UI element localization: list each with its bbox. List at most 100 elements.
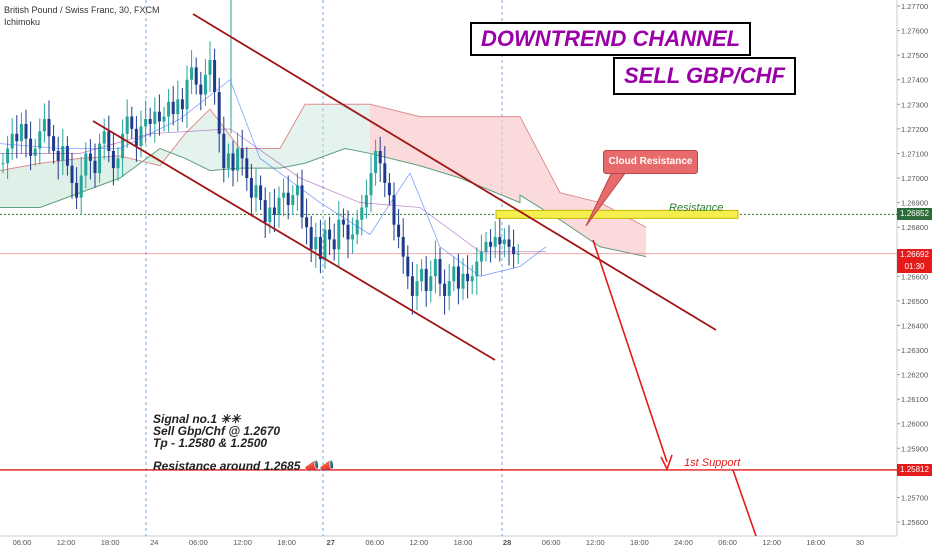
candle-body [300,185,304,218]
candle-body [203,74,207,95]
candle-body [337,219,341,250]
x-tick-label: 12:00 [586,538,605,547]
signal-line-3: Tp - 1.2580 & 1.2500 [153,436,268,450]
candle-body [493,236,497,247]
candle-body [245,158,249,178]
candle-body [190,67,194,80]
x-tick-label: 18:00 [277,538,296,547]
y-tick-label: 1.27400 [901,76,928,85]
candle-body [346,224,350,240]
candle-body [364,195,368,208]
y-tick-label: 1.26300 [901,346,928,355]
candle-body [125,116,129,134]
y-tick-label: 1.27100 [901,149,928,158]
candle-body [355,219,359,235]
candle-body [369,173,373,196]
candle-body [475,261,479,277]
tenkan-line [0,79,547,277]
candle-body [1,163,5,165]
candle-body [6,148,10,164]
candle-body [498,236,502,245]
y-tick-label: 1.27300 [901,100,928,109]
candle-body [52,136,56,151]
candle-body [56,150,60,161]
candle-body [107,131,111,151]
y-tick-label: 1.25900 [901,444,928,453]
candle-body [213,60,217,92]
candle-body [249,178,253,198]
projection-arrow-2 [732,469,757,537]
y-tick-label: 1.26000 [901,420,928,429]
x-tick-label: 18:00 [630,538,649,547]
candle-body [406,256,410,277]
candle-body [272,207,276,215]
candle-body [254,185,258,198]
candle-body [42,119,46,132]
resistance-zone [495,209,739,219]
current-price-tag: 1.26692 [897,249,932,261]
candle-body [341,219,345,225]
x-tick-label: 24 [150,538,158,547]
candle-body [176,99,180,115]
candle-body [387,182,391,196]
x-tick-label: 12:00 [233,538,252,547]
y-tick-label: 1.26100 [901,395,928,404]
candle-body [222,133,226,169]
candle-body [259,185,263,201]
candle-body [392,195,396,225]
x-tick-label: 06:00 [718,538,737,547]
candle-body [332,239,336,250]
cloud-bearish [370,104,646,257]
candle-body [144,119,148,127]
kijun-line [0,128,546,253]
y-tick-label: 1.26400 [901,321,928,330]
candle-body [180,99,184,110]
candle-body [171,101,175,115]
cloud-resistance-callout: Cloud Resistance [603,150,698,174]
x-tick-label: 06:00 [189,538,208,547]
senkou-span-b [0,147,647,258]
price-axis-panel [897,0,932,550]
indicator-label: Ichimoku [4,17,41,27]
candle-body [351,234,355,240]
channel-lower-line [92,120,496,361]
candle-body [452,266,456,282]
candle-body [383,163,387,183]
candle-body [15,133,19,142]
x-tick-label: 12:00 [410,538,429,547]
x-tick-label: 06:00 [13,538,32,547]
y-tick-label: 1.26200 [901,371,928,380]
candle-body [314,236,318,250]
candle-body [111,150,115,169]
candle-body [162,116,166,122]
candle-body [199,84,203,95]
candle-body [410,276,414,296]
candle-body [295,185,299,196]
candle-body [309,227,313,250]
y-tick-label: 1.26900 [901,199,928,208]
candle-body [70,165,74,183]
candle-body [328,229,332,240]
candle-body [401,236,405,257]
candle-body [282,192,286,198]
candle-body [420,268,424,282]
candle-body [438,259,442,284]
candle-body [185,79,189,110]
x-tick-label: 18:00 [101,538,120,547]
x-tick-label: 30 [856,538,864,547]
x-tick-label: 12:00 [762,538,781,547]
x-tick-label: 28 [503,538,511,547]
y-tick-label: 1.27700 [901,2,928,11]
candle-body [263,200,267,223]
resistance-label: Resistance [669,202,724,214]
y-tick-label: 1.26500 [901,297,928,306]
candle-body [286,192,290,206]
x-tick-label: 18:00 [806,538,825,547]
symbol-header: British Pound / Swiss Franc, 30, FXCM [4,5,160,15]
candle-body [47,119,51,137]
x-tick-label: 18:00 [454,538,473,547]
candle-body [378,150,382,164]
channel-upper-line [192,13,717,331]
